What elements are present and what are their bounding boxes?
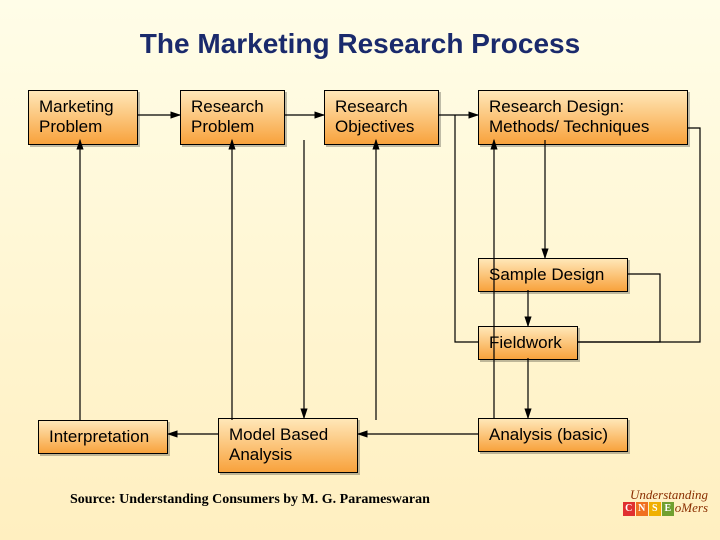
node-label-line: Analysis (basic) [489, 425, 617, 445]
node-label-line: Fieldwork [489, 333, 567, 353]
logo-box: N [636, 502, 648, 516]
brand-logo: Understanding CNSEoMers [622, 488, 708, 516]
node-label-line: Research [335, 97, 428, 117]
node-label-line: Research [191, 97, 274, 117]
node-label-line: Model Based [229, 425, 347, 445]
node-interpretation: Interpretation [38, 420, 168, 454]
logo-box: S [649, 502, 661, 516]
logo-box: C [623, 502, 635, 516]
node-analysis-basic: Analysis (basic) [478, 418, 628, 452]
node-label-line: Objectives [335, 117, 428, 137]
node-research-objectives: ResearchObjectives [324, 90, 439, 145]
node-fieldwork: Fieldwork [478, 326, 578, 360]
node-label-line: Methods/ Techniques [489, 117, 677, 137]
node-label-line: Problem [191, 117, 274, 137]
node-label-line: Interpretation [49, 427, 157, 447]
node-label-line: Analysis [229, 445, 347, 465]
logo-box: E [662, 502, 674, 516]
node-label-line: Research Design: [489, 97, 677, 117]
edge [455, 115, 478, 342]
node-label-line: Marketing [39, 97, 127, 117]
node-marketing-problem: MarketingProblem [28, 90, 138, 145]
page-title: The Marketing Research Process [0, 28, 720, 60]
node-sample-design: Sample Design [478, 258, 628, 292]
node-model-based: Model BasedAnalysis [218, 418, 358, 473]
node-label-line: Sample Design [489, 265, 617, 285]
node-research-design: Research Design:Methods/ Techniques [478, 90, 688, 145]
edge [578, 128, 700, 342]
node-label-line: Problem [39, 117, 127, 137]
source-citation: Source: Understanding Consumers by M. G.… [70, 492, 430, 508]
logo-line2: CNSEoMers [622, 501, 708, 516]
logo-tail: Mers [681, 500, 708, 515]
logo-boxes: CNSE [623, 502, 674, 516]
node-research-problem: ResearchProblem [180, 90, 285, 145]
